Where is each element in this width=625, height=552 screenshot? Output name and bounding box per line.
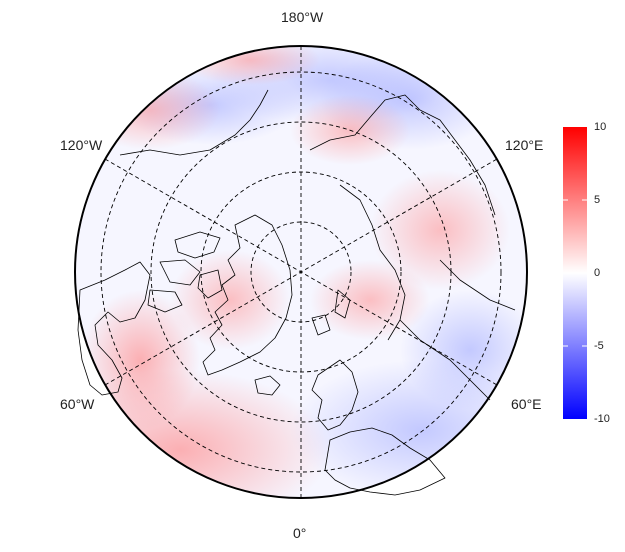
lon-label-60w: 60°W xyxy=(60,396,95,412)
colorbar-tick-label: 0 xyxy=(594,267,601,279)
graticule xyxy=(100,46,502,498)
latitude-circle xyxy=(150,121,452,423)
anomaly-field xyxy=(75,46,527,498)
lon-label-60e: 60°E xyxy=(511,396,542,412)
colorbar-tick-label: 10 xyxy=(594,121,607,133)
meridian-line xyxy=(104,158,498,386)
lon-label-180w: 180°W xyxy=(281,9,324,25)
lon-label-0: 0° xyxy=(293,525,307,541)
latitude-circle xyxy=(100,71,502,473)
colorbar-ticks xyxy=(563,199,587,347)
colorbar-tick-label: 5 xyxy=(594,194,601,206)
colorbar-tick-label: -10 xyxy=(594,413,610,425)
lon-label-120w: 120°W xyxy=(60,137,103,153)
colorbar-tick-label: -5 xyxy=(594,340,604,352)
lon-label-120e: 120°E xyxy=(505,137,544,153)
coastlines xyxy=(77,89,516,496)
map-boundary xyxy=(74,45,528,499)
colorbar xyxy=(563,127,587,419)
